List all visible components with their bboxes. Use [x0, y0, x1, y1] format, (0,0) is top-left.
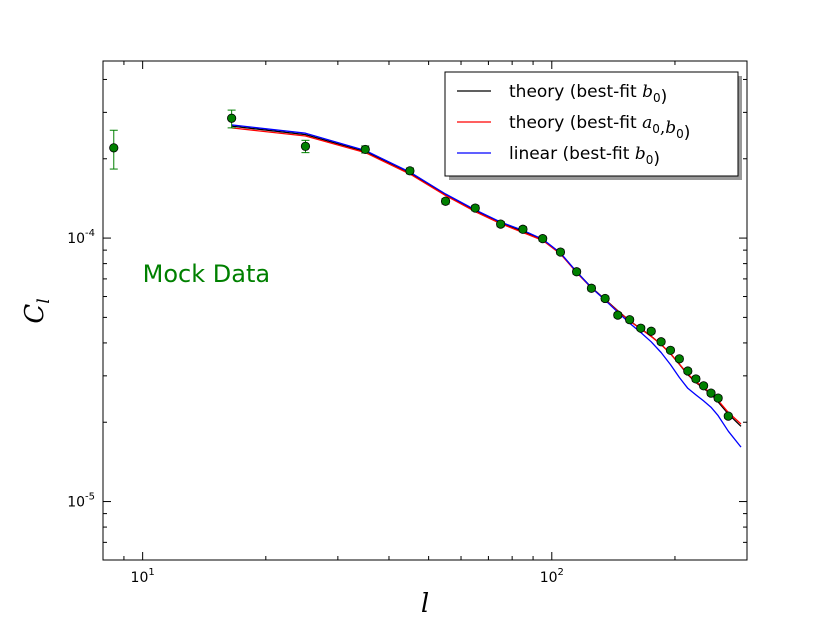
legend: theory (best-fit b0)theory (best-fit a0,…: [444, 71, 742, 180]
legend-label-prefix: theory (best-fit: [509, 82, 642, 102]
y-tick-label: 10-5: [67, 492, 95, 511]
data-point: [440, 196, 451, 206]
x-tick-label-exp: 2: [558, 567, 564, 578]
data-point: [496, 219, 506, 229]
data-point: [518, 224, 528, 234]
legend-label-math: b: [665, 118, 676, 138]
data-point: [636, 323, 646, 333]
mock-data-annotation: Mock Data: [143, 260, 270, 288]
data-point: [713, 393, 723, 403]
x-tick-label-base: 10: [131, 570, 149, 586]
data-point: [300, 141, 311, 151]
legend-label-math: a: [642, 113, 652, 133]
y-axis-label-main: C: [20, 304, 50, 324]
x-tick-label-exp: 1: [148, 567, 154, 578]
data-point: [674, 354, 684, 364]
data-point: [723, 411, 733, 421]
data-point: [656, 337, 666, 347]
y-tick-label-exp: -5: [85, 492, 95, 503]
data-point: [572, 267, 582, 277]
data-point: [706, 388, 716, 398]
legend-label-math: b: [635, 144, 646, 164]
legend-label-sub: 0: [676, 127, 684, 141]
data-point: [360, 144, 370, 155]
minor-ticks: [103, 61, 747, 560]
plot-frame: [102, 60, 748, 561]
legend-label-suffix: ): [653, 149, 660, 169]
data-point: [109, 143, 119, 153]
data-point: [538, 234, 548, 244]
x-tick-label-base: 10: [540, 570, 558, 586]
data-point: [555, 247, 566, 257]
legend-label: theory (best-fit a0,b0): [509, 113, 690, 143]
x-axis-label: l: [421, 589, 429, 619]
y-tick-label: 10-4: [67, 228, 95, 247]
legend-label: theory (best-fit b0): [509, 82, 667, 107]
legend-label-sub: 0: [652, 122, 660, 136]
major-ticks: [103, 61, 747, 560]
data-points: [109, 109, 733, 421]
y-tick-label-base: 10: [67, 495, 85, 511]
y-tick-label-base: 10: [67, 231, 85, 247]
data-point: [470, 203, 480, 213]
data-point: [691, 374, 701, 384]
legend-label-sub: 0: [646, 153, 654, 167]
legend-label-prefix: theory (best-fit: [509, 113, 642, 133]
legend-label-sub: 0: [653, 91, 661, 105]
data-point: [625, 315, 635, 325]
legend-label-suffix: ): [661, 87, 668, 107]
data-point: [405, 166, 415, 176]
y-axis-label-sub: l: [34, 298, 54, 303]
y-axis-label: Cl: [20, 298, 54, 323]
data-point: [600, 293, 610, 304]
data-point: [613, 310, 623, 320]
legend-label: linear (best-fit b0): [509, 144, 660, 169]
data-point: [699, 381, 709, 391]
legend-label-math: ,: [660, 118, 665, 138]
legend-entries: theory (best-fit b0)theory (best-fit a0,…: [457, 82, 690, 169]
legend-label-suffix: ): [684, 123, 691, 143]
legend-label-math: b: [642, 82, 653, 102]
legend-label-prefix: linear (best-fit: [509, 144, 635, 164]
data-point: [683, 366, 693, 376]
x-tick-label: 102: [540, 567, 564, 586]
data-point: [646, 326, 656, 336]
x-tick-label: 101: [131, 567, 155, 586]
data-point: [665, 345, 676, 355]
y-tick-label-exp: -4: [85, 228, 95, 239]
data-point: [586, 283, 597, 293]
legend-box: [444, 71, 739, 177]
data-point: [227, 113, 237, 123]
